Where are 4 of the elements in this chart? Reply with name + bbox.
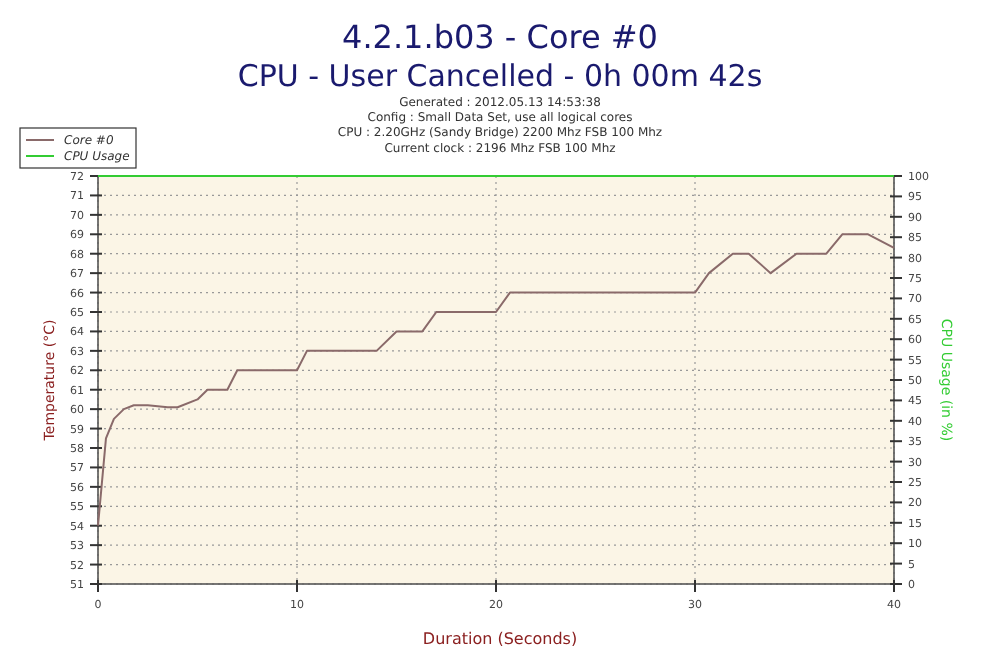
chart-title: 4.2.1.b03 - Core #0 [342, 18, 658, 56]
x-axis-title: Duration (Seconds) [422, 630, 578, 648]
chart-subtitle: CPU - User Cancelled - 0h 00m 42s [237, 58, 763, 94]
line-series [97, 233, 895, 527]
